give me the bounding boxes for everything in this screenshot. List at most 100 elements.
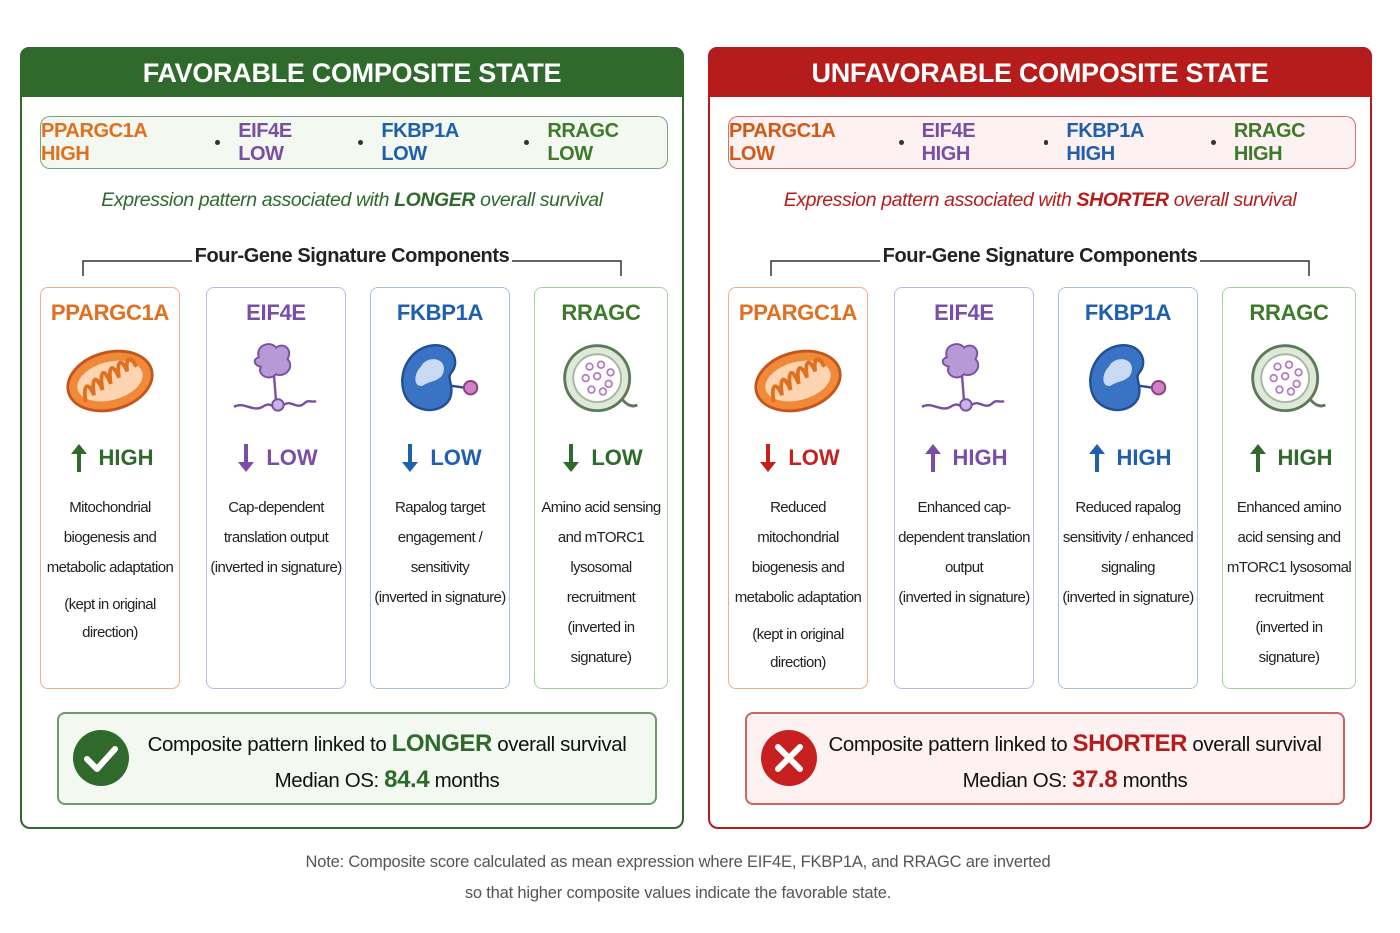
subtitle-text: Expression pattern associated with xyxy=(101,189,390,211)
circle-shape xyxy=(959,398,973,412)
level-row: LOW xyxy=(535,440,667,476)
summary-line: Composite pattern linked to SHORTER over… xyxy=(807,730,1343,758)
level-row: HIGH xyxy=(1059,440,1197,476)
gene-icon xyxy=(895,338,1033,429)
gene-icon xyxy=(535,338,667,429)
path-shape xyxy=(563,444,580,472)
icon-graphic xyxy=(66,349,154,413)
gene-card: PPARGC1A HIGH Mitochondrial biogenesis an… xyxy=(40,287,180,689)
median-value: 84.4 xyxy=(384,766,430,793)
subtitle-text: Expression pattern associated with xyxy=(783,189,1072,211)
gene-status: PPARGC1A LOW xyxy=(729,119,835,165)
gene-card: RRAGC LOW Amino acid sensing and mTORC1 l… xyxy=(534,287,668,689)
level-text: LOW xyxy=(430,445,482,470)
gene-icon xyxy=(1059,338,1197,429)
subtitle-emphasis: LONGER xyxy=(394,189,476,211)
footer-note: Note: Composite score calculated as mean… xyxy=(305,853,1051,871)
gene-card: EIF4E LOW Cap-dependent translation outpu… xyxy=(206,287,346,689)
summary-text: Composite pattern linked to xyxy=(828,733,1068,756)
icon-graphic xyxy=(1251,344,1326,413)
level-row: HIGH xyxy=(41,440,179,476)
gene-icon xyxy=(1223,338,1355,429)
circle-shape xyxy=(592,372,602,381)
gene-icon xyxy=(207,338,345,429)
description-text: Cap-dependent translation output xyxy=(223,499,329,546)
subtitle-emphasis: SHORTER xyxy=(1076,189,1169,211)
path-shape xyxy=(760,444,777,472)
arrow-icon xyxy=(238,444,255,472)
circle-shape xyxy=(604,379,613,389)
description: Amino acid sensing and mTORC1 lysosomal … xyxy=(538,493,664,673)
gene-card: EIF4E HIGH Enhanced cap-dependent transla… xyxy=(894,287,1034,689)
level-row: HIGH xyxy=(1223,440,1355,476)
level-text: LOW xyxy=(266,445,318,470)
separator-dot xyxy=(1043,140,1049,145)
bracket-lines xyxy=(82,260,622,276)
path-shape xyxy=(921,399,1005,410)
separator-dot xyxy=(898,140,904,145)
median-unit: months xyxy=(434,769,500,792)
description: Cap-dependent translation output (inverte… xyxy=(210,493,342,583)
description: Enhanced cap-dependent translation outpu… xyxy=(898,493,1030,613)
description-text: Reduced rapalog sensitivity / enhanced s… xyxy=(1062,499,1194,576)
gene-status: EIF4E HIGH xyxy=(921,119,976,165)
icon-graphic xyxy=(233,343,317,412)
gene-strip: PPARGC1A HIGH EIF4E LOW FKBP1A LOW RRAGC LO… xyxy=(40,116,668,169)
circle-shape xyxy=(1260,353,1311,403)
path-shape xyxy=(233,399,317,410)
description: Enhanced amino acid sensing and mTORC1 l… xyxy=(1226,493,1352,673)
arrow-icon xyxy=(1249,444,1266,472)
path-shape xyxy=(70,444,87,472)
gene-icon xyxy=(41,338,179,429)
gene-name: FKBP1A xyxy=(396,300,484,325)
circle-shape xyxy=(1284,360,1294,369)
circle-shape xyxy=(462,380,479,396)
gene-card: FKBP1A HIGH Reduced rapalog sensitivity /… xyxy=(1058,287,1198,689)
path-shape xyxy=(402,444,419,472)
path-shape xyxy=(272,376,278,402)
summary-emphasis: LONGER xyxy=(391,730,493,757)
gene-name: PPARGC1A xyxy=(738,300,858,325)
gene-name: EIF4E xyxy=(934,300,994,325)
panel: FAVORABLE COMPOSITE STATE PPARGC1A HIGH EI… xyxy=(20,47,684,829)
circle-shape xyxy=(1294,368,1303,377)
level-row: LOW xyxy=(729,440,867,476)
path-shape xyxy=(253,343,292,379)
description-text: Amino acid sensing and mTORC1 lysosomal … xyxy=(541,499,661,606)
path-shape xyxy=(620,398,638,408)
median-label: Median OS: xyxy=(962,769,1068,792)
circle-shape xyxy=(587,385,596,394)
median-unit: months xyxy=(1122,769,1188,792)
panel-title: FAVORABLE COMPOSITE STATE xyxy=(20,47,684,97)
summary-line: Composite pattern linked to LONGER overa… xyxy=(119,730,655,758)
level-text: HIGH xyxy=(1277,445,1333,470)
subtitle: Expression pattern associated with LONGE… xyxy=(22,189,682,212)
summary-box: Composite pattern linked to SHORTER over… xyxy=(745,712,1345,805)
note-text: (kept in original direction) xyxy=(752,626,844,671)
gene-status: RRAGC LOW xyxy=(547,119,619,165)
note-text: (inverted in signature) xyxy=(898,589,1030,606)
note-text: (inverted in signature) xyxy=(567,619,635,666)
gene-name: EIF4E xyxy=(246,300,306,325)
bracket xyxy=(82,256,622,281)
subtitle: Expression pattern associated with SHORT… xyxy=(710,189,1370,212)
bracket xyxy=(770,256,1310,281)
path-shape xyxy=(1249,444,1266,472)
note-text: (inverted in signature) xyxy=(210,559,342,576)
bracket-lines xyxy=(770,260,1310,276)
section-heading: Four-Gene Signature Components xyxy=(194,245,510,267)
path-shape xyxy=(1308,398,1326,408)
arrow-icon xyxy=(563,444,580,472)
path-shape xyxy=(960,376,966,402)
gene-card: RRAGC HIGH Enhanced amino acid sensing an… xyxy=(1222,287,1356,689)
circle-shape xyxy=(73,730,129,786)
path-shape xyxy=(238,444,255,472)
note-text: (inverted in signature) xyxy=(374,589,506,606)
separator-dot xyxy=(215,140,221,145)
circle-shape xyxy=(606,368,615,377)
gene-name: PPARGC1A xyxy=(50,300,170,325)
path-shape xyxy=(84,746,118,772)
status-icon xyxy=(73,730,129,786)
path-shape xyxy=(1088,444,1105,472)
circle-shape xyxy=(1273,362,1282,371)
